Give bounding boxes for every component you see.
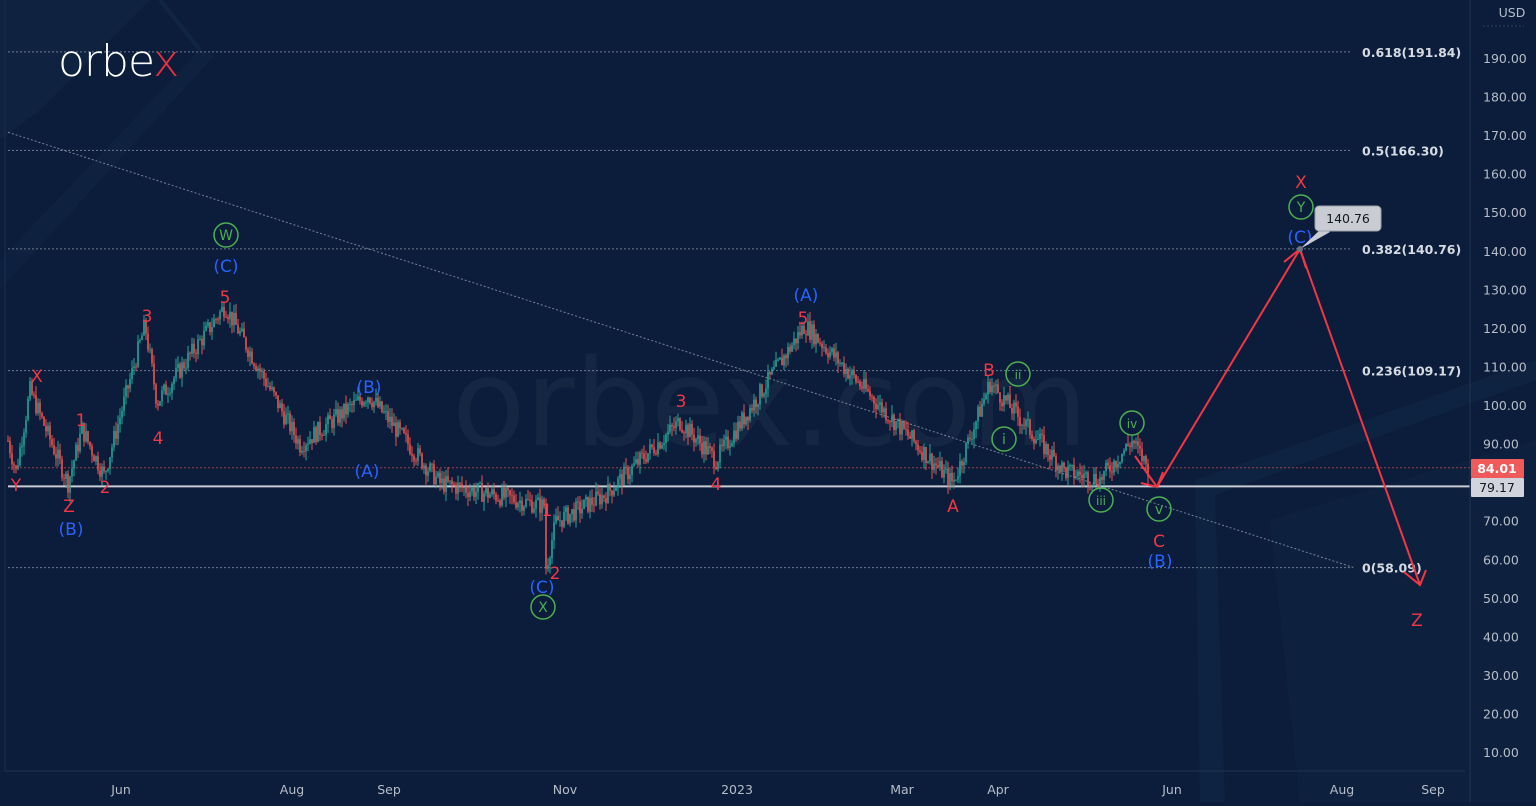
fibonacci-levels: 0.618(191.84) 0.5(166.30) 0.382(140.76) 0.2… [8,45,1461,576]
wave-label: 4 [153,429,164,449]
wave-label: Z [63,497,75,517]
orbex-logo: orbex [58,40,179,84]
wave-label: 2 [100,478,111,498]
fib-level-label: 0.382(140.76) [1362,242,1461,257]
time-axis[interactable]: Jun Aug Sep Nov 2023 Mar Apr Jun Aug Sep [4,0,1465,797]
wave-label: i [1002,432,1006,448]
y-tick-label: 140.00 [1483,244,1527,259]
callout-value: 140.76 [1326,211,1370,226]
x-tick-label: Jun [1161,782,1182,797]
level-price-tag: 79.17 [1471,478,1524,497]
wave-circle-icon [1005,361,1031,387]
current-price-value: 84.01 [1477,461,1517,476]
y-tick-label: 20.00 [1483,707,1519,722]
x-tick-label: Sep [377,782,401,797]
x-tick-label: Aug [1330,782,1354,797]
price-axis[interactable]: USD 190.00 180.00 170.00 160.00 150.00 140.00… [1469,0,1527,802]
currency-label: USD [1499,5,1526,20]
y-tick-label: 30.00 [1483,668,1519,683]
x-tick-label: Jun [110,782,131,797]
y-tick-label: 120.00 [1483,321,1527,336]
wave-label: 4 [711,475,722,495]
y-tick-label: 130.00 [1483,282,1527,297]
x-tick-label: Sep [1421,782,1445,797]
wave-label: (C) [1287,228,1312,248]
target-callout[interactable]: 140.76 [1297,205,1382,252]
x-tick-label: Apr [987,782,1009,797]
wave-label: 1 [76,411,87,431]
y-tick-label: 170.00 [1483,128,1527,143]
fib-level-label: 0.5(166.30) [1362,143,1444,158]
wave-label: 2 [550,564,561,584]
wave-label: Y [10,476,22,496]
projection-path[interactable] [1134,246,1421,586]
wave-label: A [947,497,959,517]
x-tick-label: Nov [553,782,578,797]
x-tick-label: Mar [890,782,914,797]
trendline [7,131,1356,569]
logo-text: orbe [58,36,154,87]
arrowhead-icon [1140,471,1164,489]
fib-level-label: 0.618(191.84) [1362,45,1461,60]
wave-label: ii [1015,368,1022,382]
x-tick-label: 2023 [721,782,753,797]
y-tick-label: 70.00 [1483,514,1519,529]
y-tick-label: 100.00 [1483,398,1527,413]
watermark-text: orbex.com [452,335,1088,474]
wave-label: Y [1296,200,1306,216]
wave-label: 5 [220,288,231,308]
x-tick-label: Aug [280,782,304,797]
wave-circle-icon [991,426,1017,452]
wave-label: (B) [357,378,382,398]
wave-label: C [1153,532,1165,552]
price-level-lines [8,467,1470,488]
wave-label: v [1155,502,1163,518]
wave-label: 1 [542,501,553,521]
wave-circle-icon [1288,194,1314,220]
wave-label: Z [1411,611,1423,631]
candlestick-series [7,302,1149,575]
wave-label: 3 [142,307,153,327]
y-tick-label: 10.00 [1483,745,1519,760]
y-tick-label: 180.00 [1483,90,1527,105]
fib-level-label: 0.236(109.17) [1362,364,1461,379]
wave-circle-icon [213,222,239,248]
wave-label: B [983,361,995,381]
wave-label: (C) [213,257,238,277]
logo-accent: x [153,36,179,87]
y-tick-label: 110.00 [1483,359,1527,374]
wave-label: 3 [676,392,687,412]
wave-label: (B) [59,520,84,540]
wave-label: X [1295,173,1307,193]
wave-circle-icon [530,594,556,620]
wave-label: (A) [794,286,819,306]
arrowhead-icon [1403,569,1427,587]
y-tick-label: 60.00 [1483,552,1519,567]
wave-label: iii [1096,494,1106,508]
wave-circle-icon [1088,487,1114,513]
wave-label: (A) [355,462,380,482]
wave-label: W [219,228,233,244]
level-price-value: 79.17 [1479,480,1515,495]
y-tick-label: 190.00 [1483,51,1527,66]
wave-circle-icon [1119,410,1145,436]
wave-label: X [31,367,43,387]
wave-circle-icon [1146,496,1172,522]
wave-label: iv [1127,417,1137,431]
y-tick-label: 50.00 [1483,591,1519,606]
y-tick-label: 150.00 [1483,205,1527,220]
y-tick-label: 160.00 [1483,167,1527,182]
y-tick-label: 40.00 [1483,629,1519,644]
current-price-tag: 84.01 [1471,459,1524,478]
fib-level-label: 0(58.09) [1362,561,1422,576]
wave-label: (B) [1148,552,1173,572]
y-tick-label: 90.00 [1483,437,1519,452]
wave-label: (C) [529,578,554,598]
wave-label: 5 [798,309,809,329]
wave-label: X [538,600,548,616]
